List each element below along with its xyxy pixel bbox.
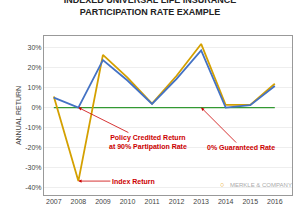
svg-text:MERKLE & COMPANY: MERKLE & COMPANY xyxy=(230,182,292,188)
svg-text:-30%: -30% xyxy=(25,164,41,171)
svg-text:30%: 30% xyxy=(28,44,42,51)
svg-text:○: ○ xyxy=(220,181,224,188)
svg-text:-40%: -40% xyxy=(25,184,41,191)
svg-text:0% Guaranteed Rate: 0% Guaranteed Rate xyxy=(207,144,275,151)
svg-text:Index Return: Index Return xyxy=(112,178,155,185)
svg-text:0%: 0% xyxy=(31,104,41,111)
svg-text:ANNUAL RETURN: ANNUAL RETURN xyxy=(15,86,22,145)
svg-text:2010: 2010 xyxy=(120,198,136,205)
svg-text:2009: 2009 xyxy=(95,198,111,205)
svg-text:2014: 2014 xyxy=(218,198,234,205)
svg-text:2011: 2011 xyxy=(145,198,160,205)
svg-text:2016: 2016 xyxy=(267,198,283,205)
svg-text:2015: 2015 xyxy=(242,198,258,205)
svg-text:2008: 2008 xyxy=(71,198,87,205)
svg-text:20%: 20% xyxy=(28,64,42,71)
svg-text:2007: 2007 xyxy=(46,198,62,205)
svg-text:10%: 10% xyxy=(28,84,42,91)
svg-text:-20%: -20% xyxy=(25,144,41,151)
svg-text:-10%: -10% xyxy=(25,124,41,131)
svg-text:2013: 2013 xyxy=(193,198,209,205)
svg-text:INDEXED UNIVERSAL LIFE INSURAN: INDEXED UNIVERSAL LIFE INSURANCEPARTICIP… xyxy=(64,0,236,17)
svg-text:Policy Credited Returnat 90% P: Policy Credited Returnat 90% Partipation… xyxy=(109,134,187,151)
svg-text:2012: 2012 xyxy=(169,198,185,205)
